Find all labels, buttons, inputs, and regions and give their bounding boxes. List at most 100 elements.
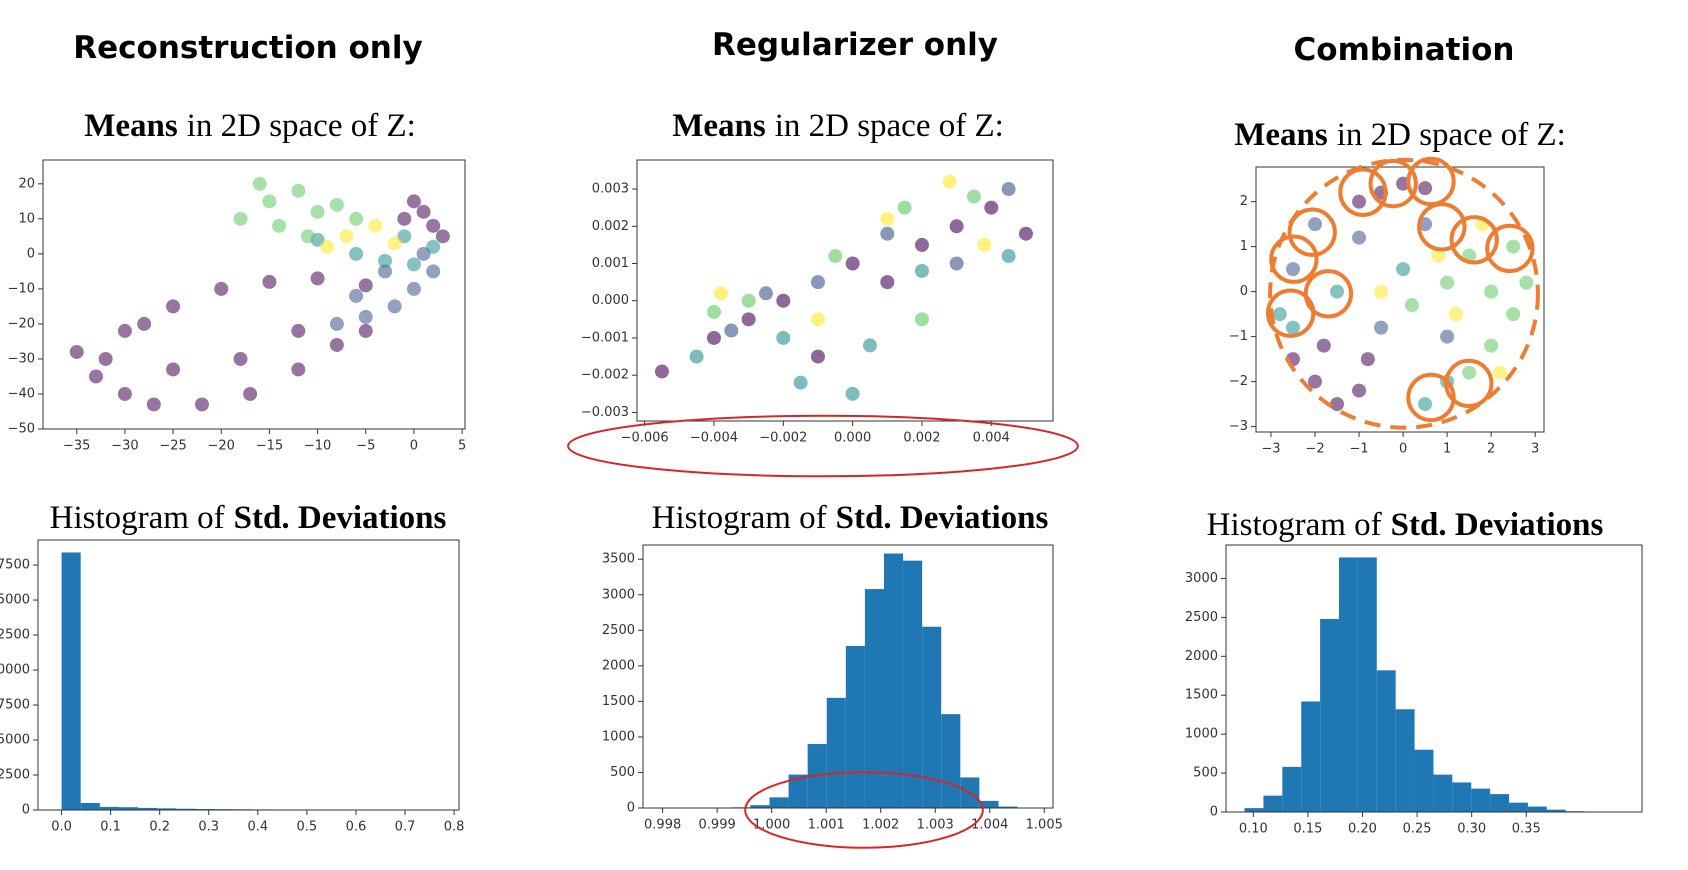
bar — [1320, 618, 1340, 812]
point — [1462, 365, 1477, 380]
point — [1352, 383, 1367, 398]
bar — [903, 560, 923, 808]
histogram-chart: Histogram of Std. Deviations 0.0 0.1 0.2 0.3 0… — [0, 500, 464, 835]
point — [387, 236, 402, 251]
annotation-ellipse — [744, 771, 984, 849]
point — [810, 312, 825, 327]
scatter-chart: Means in 2D space of Z: −0.006 −0.004 −0.002… — [581, 108, 1054, 446]
y-tick-label: −0.003 — [581, 405, 629, 420]
chart-title: Means in 2D space of Z: — [1234, 117, 1566, 153]
point — [1352, 230, 1367, 245]
bar — [1339, 557, 1358, 812]
point — [706, 330, 721, 345]
bar — [941, 714, 961, 808]
y-tick-label: 0.002 — [592, 219, 629, 234]
x-tick-label: 0 — [1399, 442, 1407, 457]
y-tick-label: −50 — [8, 422, 35, 437]
x-tick-label: 0.004 — [973, 431, 1010, 446]
x-tick-label: 5 — [458, 439, 466, 454]
bar — [845, 645, 865, 808]
y-tick-label: 1500 — [1185, 688, 1218, 703]
axes-frame — [636, 159, 1054, 422]
y-tick-label: −1 — [1229, 329, 1248, 344]
y-tick-label: 2 — [1240, 194, 1248, 209]
bar — [1395, 709, 1415, 812]
x-tick-label: 1 — [1443, 442, 1451, 457]
point — [310, 204, 325, 219]
bar — [769, 797, 789, 808]
point — [291, 183, 306, 198]
axes-frame — [42, 159, 466, 430]
bar — [61, 552, 81, 810]
bar — [1263, 795, 1283, 812]
bar — [1546, 809, 1566, 812]
y-tick-label: 500 — [1193, 766, 1218, 781]
x-tick-label: 0.3 — [198, 820, 219, 835]
histogram-chart: Histogram of Std. Deviations 0.998 0.999 1.0… — [602, 500, 1063, 833]
annotation-circle — [1417, 202, 1467, 252]
y-tick-label: 17500 — [0, 558, 30, 573]
point — [880, 275, 895, 290]
axes-frame — [1225, 544, 1643, 813]
point — [329, 337, 344, 352]
point — [758, 286, 773, 301]
y-tick-label: 0 — [1210, 805, 1218, 820]
column-title: Regularizer only — [712, 27, 998, 63]
x-tick-label: −3 — [1261, 442, 1280, 457]
x-tick-label: 0.30 — [1457, 822, 1486, 837]
point — [1440, 329, 1455, 344]
annotation-ellipse — [567, 414, 1079, 478]
chart-title: Histogram of Std. Deviations — [50, 500, 447, 536]
point — [349, 211, 364, 226]
x-tick-label: −5 — [356, 439, 375, 454]
y-tick-label: 10000 — [0, 663, 30, 678]
point — [435, 229, 450, 244]
point — [1448, 307, 1463, 322]
x-tick-label: 0.15 — [1293, 822, 1322, 837]
point — [1360, 352, 1375, 367]
point — [880, 226, 895, 241]
point — [1374, 284, 1389, 299]
y-tick-label: 12500 — [0, 628, 30, 643]
point — [426, 264, 441, 279]
axes-frame — [1255, 166, 1545, 433]
y-tick-label: −3 — [1229, 419, 1248, 434]
x-tick-label: 0.25 — [1403, 822, 1432, 837]
axes-frame — [37, 539, 460, 811]
chart-title-part: in 2D space of Z: — [1337, 117, 1566, 153]
bar — [1301, 701, 1321, 812]
chart-title-part: in 2D space of Z: — [187, 108, 416, 144]
x-tick-label: −0.006 — [621, 431, 669, 446]
point — [880, 211, 895, 226]
y-tick-label: −0.001 — [581, 330, 629, 345]
x-tick-label: 0.20 — [1348, 822, 1377, 837]
point — [329, 316, 344, 331]
x-tick-label: 0.8 — [444, 820, 465, 835]
x-tick-label: 1.005 — [1026, 818, 1063, 833]
annotation-circle — [1449, 215, 1499, 265]
x-tick-label: −15 — [256, 439, 283, 454]
x-tick-label: 0.10 — [1239, 822, 1268, 837]
bar — [750, 805, 770, 808]
x-tick-label: 0.2 — [149, 820, 170, 835]
x-tick-label: −35 — [63, 439, 90, 454]
annotation-circle — [1444, 358, 1494, 409]
point — [166, 362, 181, 377]
point — [845, 256, 860, 271]
point — [378, 253, 393, 268]
point — [776, 330, 791, 345]
point — [1519, 275, 1534, 290]
point — [137, 316, 152, 331]
chart-title: Means in 2D space of Z: — [672, 108, 1004, 144]
bar — [1376, 670, 1396, 812]
point — [1418, 181, 1433, 196]
point — [1374, 320, 1389, 335]
point — [845, 386, 860, 401]
point — [262, 194, 277, 209]
point — [1330, 284, 1345, 299]
point — [1396, 262, 1411, 277]
chart-title-part: Histogram of — [1207, 507, 1382, 543]
point — [320, 239, 335, 254]
point — [194, 397, 209, 412]
